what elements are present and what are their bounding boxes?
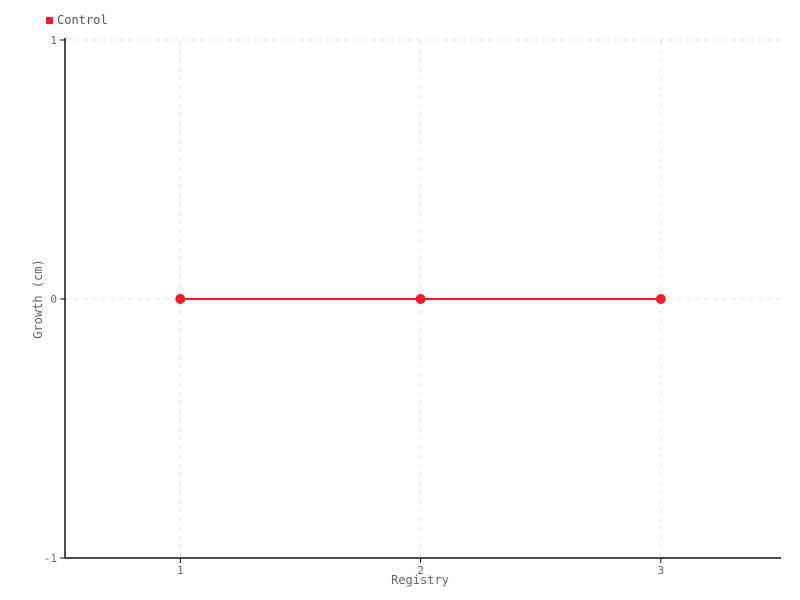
legend-label[interactable]: Control [57,13,108,27]
x-tick-label: 2 [417,564,424,577]
data-point[interactable] [415,294,426,304]
legend-swatch-icon[interactable] [46,16,53,24]
x-tick-label: 1 [177,564,184,577]
data-point[interactable] [175,294,186,304]
y-tick-label: -1 [44,552,57,565]
legend: Control [46,13,108,27]
data-point[interactable] [655,294,666,304]
y-tick-label: 1 [50,34,57,47]
x-axis-title: Registry [391,573,449,587]
y-axis-title: Growth (cm) [31,259,45,339]
y-tick-label: 0 [50,293,57,306]
x-tick-label: 3 [658,564,665,577]
